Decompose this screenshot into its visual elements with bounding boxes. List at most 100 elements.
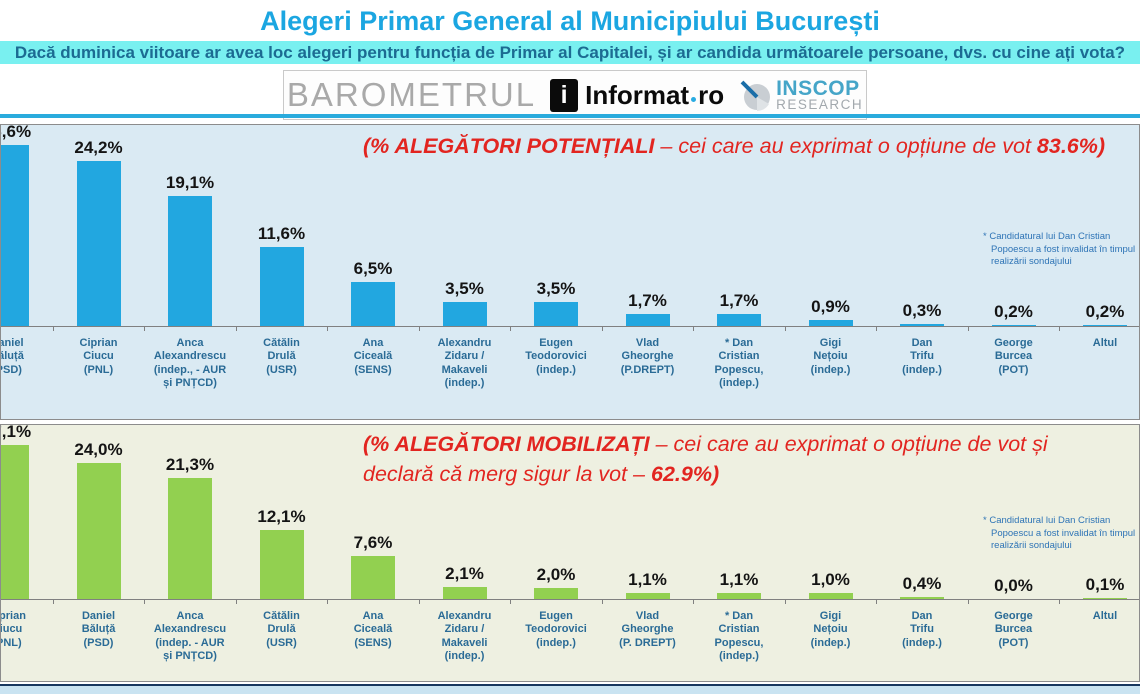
- category-label-line: (SENS): [354, 363, 392, 376]
- logo-bar: BAROMETRUL i Informat ro INSCOP RESEARCH: [283, 70, 867, 120]
- category-label-line: George: [994, 337, 1033, 349]
- category-label-line: Anca: [176, 337, 204, 349]
- axis-tick: [510, 326, 512, 331]
- footnote-line: Popoescu a fost invalidat în timpul: [991, 527, 1136, 539]
- axis-tick: [693, 326, 695, 331]
- category-label-line: (P.DREPT): [620, 363, 675, 376]
- chart1-annotation-mid: – cei care au exprimat o opțiune de vot: [654, 134, 1037, 158]
- category-label-line: Daniel: [81, 610, 115, 622]
- category-label-line: (USR): [266, 363, 297, 376]
- axis-tick: [418, 326, 420, 331]
- category-label-line: (PSD): [1, 363, 22, 376]
- category-label: Dan Trifu (indep.): [876, 337, 968, 377]
- category-label: Ana Ciceală (SENS): [327, 610, 419, 650]
- axis-tick: [876, 326, 878, 331]
- bar-value-label: 2,1%: [445, 564, 484, 584]
- research-word: RESEARCH: [776, 96, 864, 112]
- category-label-line: (indep.): [536, 363, 576, 376]
- axis-tick: [1059, 326, 1061, 331]
- category-label-line: Popescu,: [714, 363, 764, 376]
- category-label-line: și PNȚCD): [163, 650, 217, 663]
- footnote-line: Popoescu a fost invalidat în timpul: [991, 243, 1136, 255]
- survey-question-text: Dacă duminica viitoare ar avea loc alege…: [14, 42, 1126, 62]
- category-label-line: Ciceală: [353, 350, 393, 363]
- bar-value-label: 1,7%: [628, 291, 667, 311]
- category-label-line: (SENS): [354, 636, 392, 649]
- category-label-line: (PSD): [83, 636, 114, 649]
- bar: [991, 324, 1036, 326]
- chart-mobilized-voters: (% ALEGĂTORI MOBILIZAȚI – cei care au ex…: [0, 424, 1140, 682]
- category-label-line: Ana: [362, 610, 384, 622]
- bar-value-label: 24,0%: [74, 439, 123, 459]
- bar: [534, 302, 578, 326]
- barometrul-logo: BAROMETRUL: [286, 76, 537, 113]
- category-label: Dan Trifu (indep.): [876, 610, 968, 650]
- bar-value-label: 1,1%: [719, 569, 759, 589]
- bar-value-label: 3,5%: [536, 279, 576, 299]
- bar-value-label: 0,4%: [902, 573, 942, 593]
- bar: [1, 144, 29, 326]
- inscop-pie-icon: [740, 80, 771, 111]
- survey-question-banner: Dacă duminica viitoare ar avea loc alege…: [0, 41, 1140, 64]
- informat-word: Informat: [585, 79, 690, 110]
- bar: [1, 445, 29, 599]
- chart1-annotation-value: 83.6%): [1036, 134, 1106, 158]
- axis-tick: [144, 326, 146, 331]
- category-label-line: Trifu: [910, 350, 934, 363]
- axis-tick: [327, 326, 329, 331]
- axis-tick: [967, 326, 969, 331]
- category-label-line: (indep.): [444, 650, 485, 663]
- axis-tick: [52, 326, 54, 331]
- category-label-line: Burcea: [994, 623, 1033, 636]
- category-label-line: Popescu,: [714, 636, 764, 649]
- informat-dot-icon: [691, 96, 697, 102]
- chart2-annotation: (% ALEGĂTORI MOBILIZAȚI – cei care au ex…: [363, 429, 1048, 489]
- category-label-line: Alexandrescu: [153, 623, 227, 636]
- category-label-line: Altul: [1092, 610, 1118, 622]
- category-label-line: Anca: [176, 610, 204, 622]
- category-label: Altul: [1059, 337, 1139, 350]
- bar-value-label: 0,0%: [994, 576, 1033, 595]
- bar: [808, 319, 853, 326]
- category-label-line: Cătălin: [263, 610, 300, 622]
- axis-tick: [327, 599, 329, 604]
- bar-value-label: 21,3%: [165, 455, 215, 475]
- category-label: Gigi Nețoiu (indep.): [785, 610, 877, 650]
- category-label-line: Drulă: [267, 350, 296, 363]
- bottom-strip: [0, 686, 1140, 694]
- axis-tick: [601, 599, 603, 604]
- x-axis: [1, 599, 1139, 600]
- bar-value-label: 11,6%: [257, 223, 306, 243]
- axis-tick: [876, 599, 878, 604]
- category-label-line: Trifu: [910, 623, 934, 636]
- footnote-line: * Candidatural lui Dan Cristian: [983, 515, 1111, 526]
- bar: [1083, 598, 1127, 599]
- chart2-footnote: * Candidatural lui Dan Cristian Popoescu …: [983, 515, 1139, 553]
- bar-value-label: 1,0%: [811, 570, 850, 590]
- bar-value-label: 0,1%: [1085, 575, 1125, 595]
- axis-tick: [510, 599, 512, 604]
- bar-value-label: 1,1%: [628, 569, 667, 589]
- category-label-line: (PNL): [83, 363, 114, 376]
- category-label-line: Alexandrescu: [153, 350, 227, 363]
- bar: [168, 195, 212, 326]
- chart2-annotation-value: 62.9%): [651, 462, 720, 487]
- category-label-line: (indep.): [902, 363, 942, 376]
- bar-value-label: 0,2%: [994, 301, 1033, 321]
- bar: [717, 592, 761, 599]
- bar: [625, 314, 670, 326]
- inscop-logo-text: INSCOP RESEARCH: [776, 78, 864, 112]
- category-label-line: Vlad: [635, 337, 660, 349]
- category-label-line: și PNȚCD): [163, 377, 217, 390]
- category-label-line: Ana: [362, 337, 384, 349]
- footnote-line: realizării sondajului: [991, 540, 1072, 552]
- category-label-line: Ciucu: [1, 623, 23, 636]
- bar: [259, 246, 304, 326]
- category-label-line: Makaveli: [441, 636, 488, 649]
- category-label-line: Alexandru: [437, 610, 492, 622]
- category-label-line: Makaveli: [441, 363, 488, 376]
- bar-value-label: 0,3%: [902, 301, 942, 320]
- category-label-line: Nețoiu: [813, 623, 848, 636]
